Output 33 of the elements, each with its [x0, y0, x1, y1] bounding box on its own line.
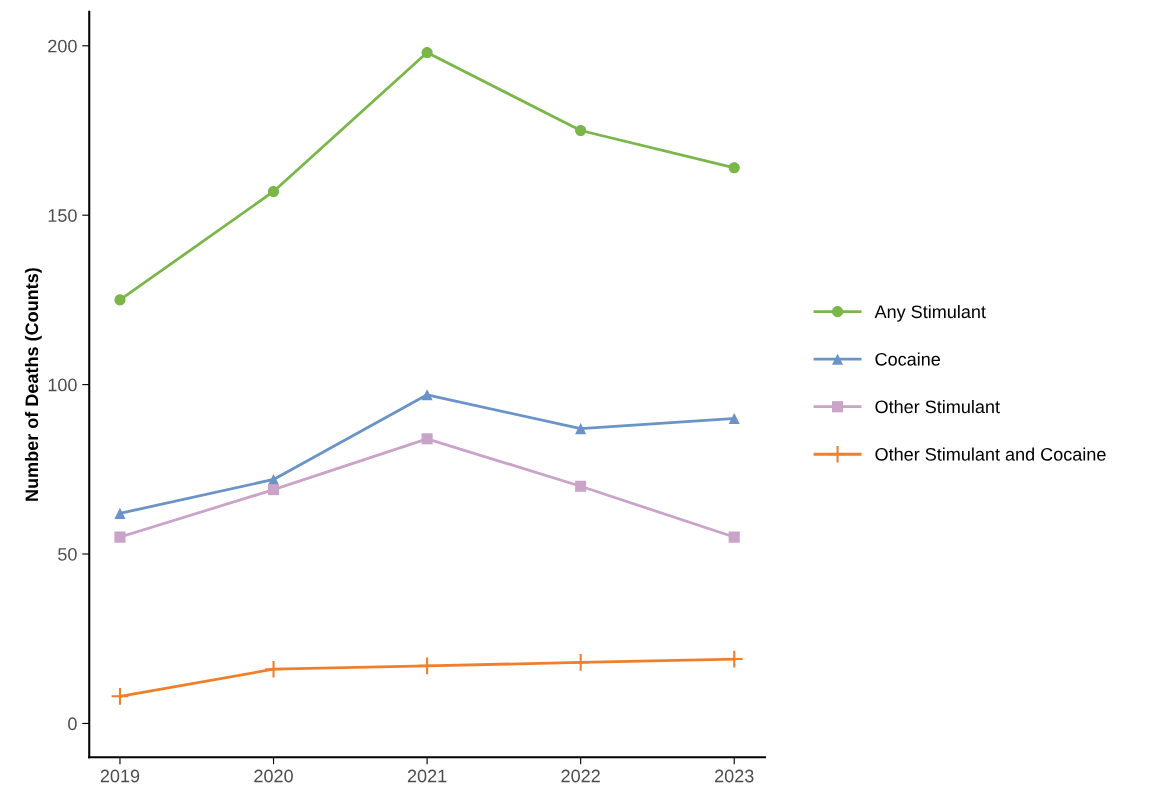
point: [575, 480, 587, 492]
point: [728, 531, 740, 543]
point: [114, 507, 126, 519]
legend-label: Any Stimulant: [874, 304, 986, 322]
legend-label: Other Stimulant: [875, 399, 1000, 414]
legend-label: Other Stimulant and Cocaine: [875, 447, 1106, 461]
point: [575, 423, 587, 435]
point: [571, 653, 591, 672]
y-tick-label: 200: [48, 39, 77, 53]
x-tick-label: 2023: [715, 769, 754, 783]
point: [264, 659, 283, 679]
point: [267, 484, 280, 496]
point: [421, 389, 433, 401]
y-tick-label: 0: [68, 717, 77, 731]
point: [421, 47, 433, 59]
point: [114, 531, 126, 543]
x-tick-label: 2020: [254, 769, 293, 783]
x-tick-label: 2021: [407, 769, 447, 783]
point: [728, 412, 740, 425]
y-tick-label: 100: [48, 378, 77, 392]
point: [575, 124, 587, 137]
point: [114, 294, 126, 306]
point: [110, 686, 130, 706]
y-tick-label: 50: [58, 547, 77, 561]
x-tick-label: 2022: [561, 769, 600, 783]
y-tick-label: 150: [48, 209, 77, 222]
x-tick-label: 2019: [100, 769, 140, 783]
point: [421, 433, 433, 445]
point: [417, 656, 437, 676]
legend-label: Cocaine: [875, 352, 940, 366]
point: [267, 185, 280, 198]
y-axis-title: Number of Deaths (Counts): [24, 268, 42, 501]
point: [728, 162, 740, 174]
